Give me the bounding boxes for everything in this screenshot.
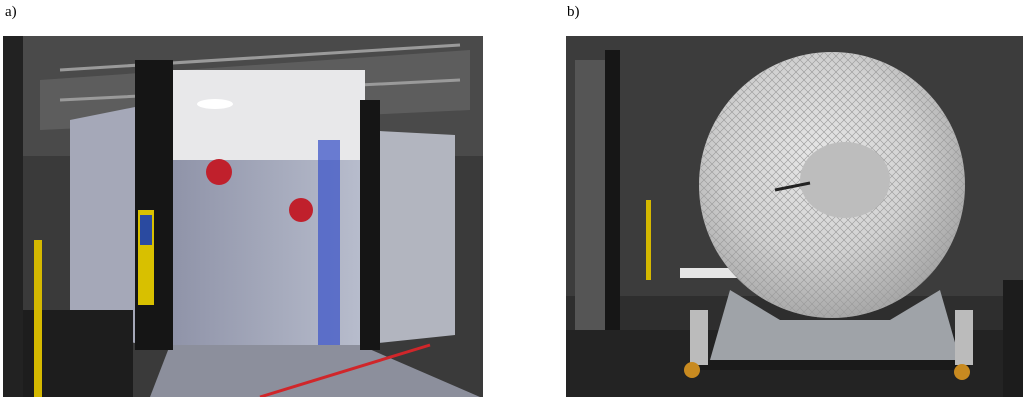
photo-b <box>566 36 1023 397</box>
panel-label: b) <box>567 4 580 20</box>
photo-a <box>3 36 483 397</box>
panel-label: a) <box>5 4 17 20</box>
